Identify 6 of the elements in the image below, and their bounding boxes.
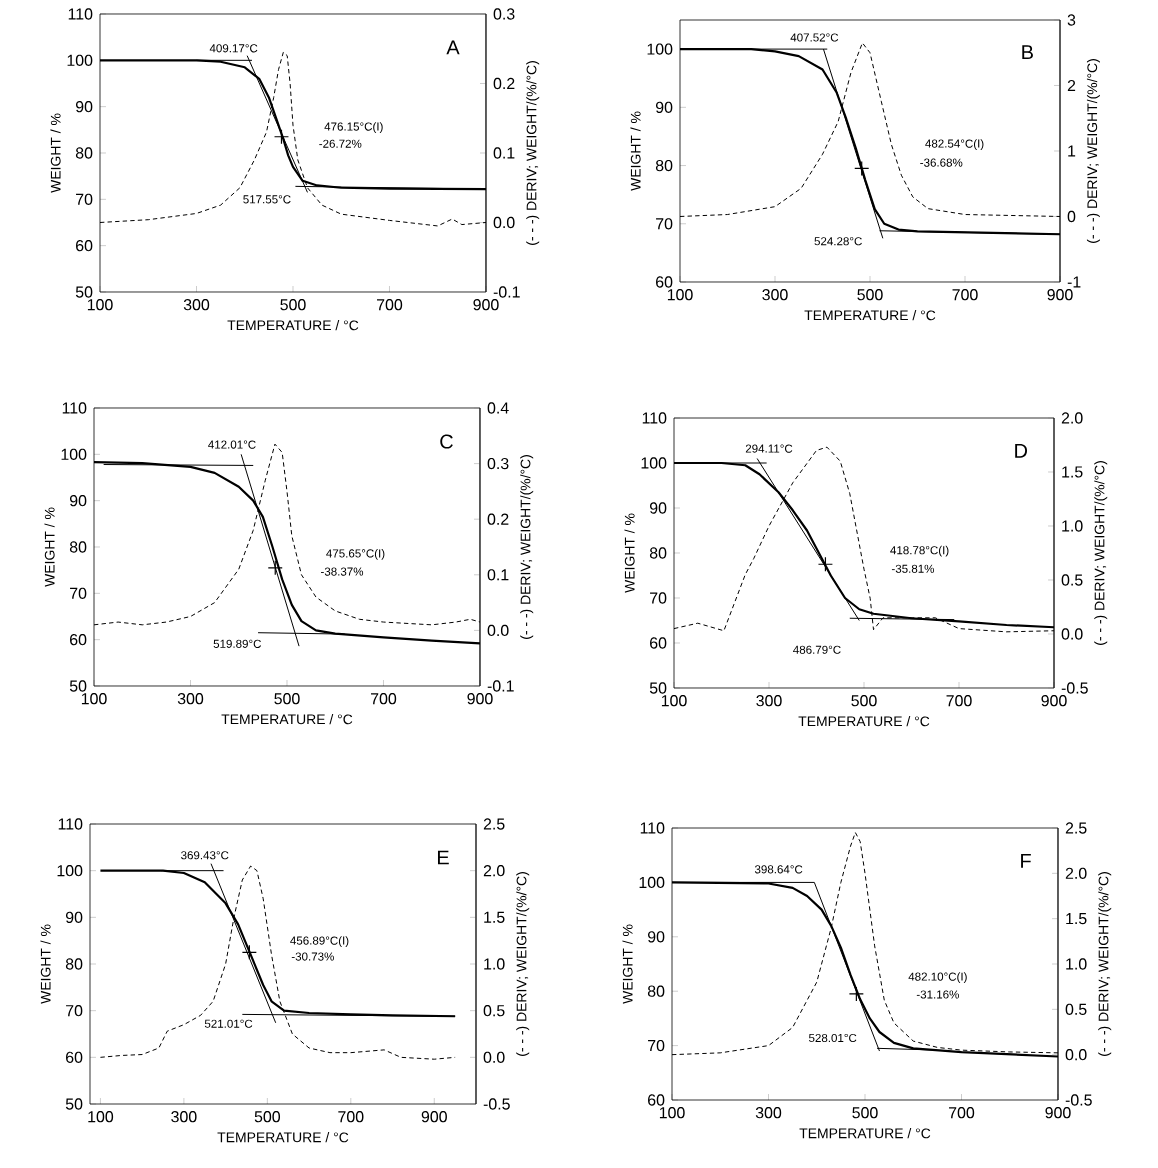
annotation: F	[1021, 854, 1031, 868]
annotation: E	[437, 850, 449, 865]
annotation: C	[440, 434, 453, 449]
annotation: A	[446, 40, 460, 55]
annotation: B	[1022, 45, 1033, 60]
annotation: D	[1015, 443, 1028, 458]
